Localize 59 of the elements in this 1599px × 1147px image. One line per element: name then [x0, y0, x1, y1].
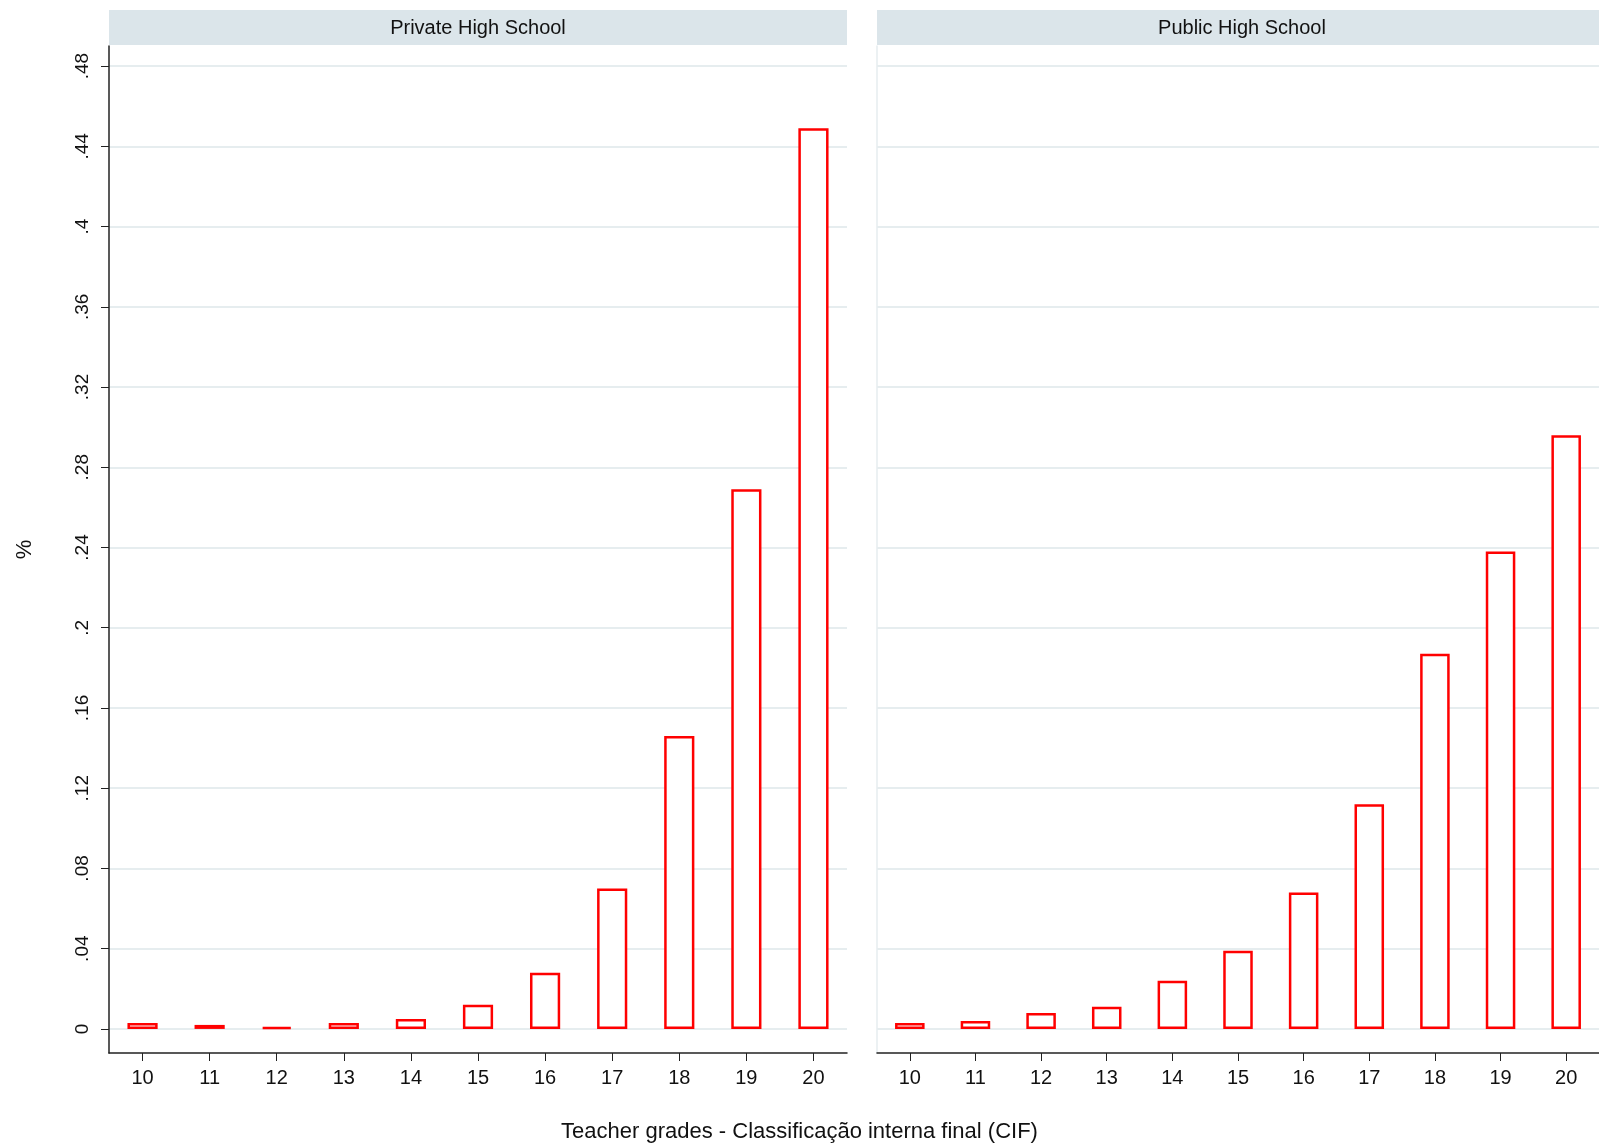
x-tick-label: 10: [898, 1066, 921, 1088]
x-tick-label: 18: [668, 1066, 691, 1088]
bar: [1091, 1006, 1122, 1029]
bar: [127, 1022, 158, 1029]
x-tick-label: 15: [466, 1066, 490, 1088]
x-tick-label: 14: [399, 1066, 423, 1088]
bar: [1288, 892, 1319, 1029]
x-tick-label: 10: [131, 1066, 154, 1088]
y-tick-label: .08: [71, 855, 92, 882]
x-tick-label: 19: [735, 1066, 758, 1088]
y-tick-label: .28: [71, 454, 92, 481]
bar: [1157, 980, 1188, 1029]
bar: [798, 128, 829, 1029]
bar: [1551, 435, 1581, 1029]
x-tick-label: 13: [1095, 1066, 1118, 1088]
bar: [1026, 1012, 1056, 1029]
y-tick-label: .32: [71, 373, 92, 401]
y-tick-label: .2: [71, 619, 92, 636]
x-tick-label: 19: [1489, 1066, 1512, 1088]
bar: [395, 1018, 426, 1029]
x-tick-label: 18: [1423, 1066, 1447, 1088]
bar: [328, 1022, 359, 1029]
x-axis-title: Teacher grades - Classificação interna final (CIF): [560, 1118, 1039, 1144]
y-tick-label: .16: [71, 694, 92, 722]
x-tick-label: 20: [802, 1066, 825, 1088]
x-tick-label: 11: [199, 1066, 221, 1088]
y-axis-title: %: [10, 539, 36, 560]
x-tick-label: 20: [1555, 1066, 1578, 1088]
y-tick-label: .44: [71, 132, 92, 160]
x-tick-label: 16: [1292, 1066, 1315, 1088]
x-tick-label: 17: [601, 1066, 624, 1088]
bar: [1223, 950, 1253, 1029]
x-tick-label: 16: [533, 1066, 557, 1088]
y-tick-label: .4: [71, 218, 92, 235]
y-tick-label: .36: [71, 293, 92, 320]
y-tick-label: .04: [71, 935, 92, 962]
x-tick-label: 12: [265, 1066, 288, 1088]
bar: [597, 888, 628, 1029]
bar: [1485, 551, 1516, 1029]
x-tick-label: 15: [1226, 1066, 1250, 1088]
bar: [731, 489, 762, 1029]
bar: [664, 736, 695, 1029]
bar: [530, 972, 561, 1029]
x-tick-label: 12: [1029, 1066, 1053, 1088]
chart-title: Public High School: [877, 10, 1599, 45]
y-tick-label: .24: [71, 533, 92, 561]
y-tick-label: 0: [71, 1023, 92, 1035]
bar: [1354, 804, 1385, 1029]
x-tick-label: 11: [965, 1066, 986, 1088]
x-tick-label: 14: [1161, 1066, 1184, 1088]
bar: [462, 1004, 494, 1029]
chart-title: Private High School: [109, 10, 847, 45]
bar: [1420, 653, 1450, 1029]
y-tick-label: .48: [71, 52, 92, 80]
x-tick-label: 13: [332, 1066, 355, 1088]
bar: [895, 1022, 925, 1029]
y-tick-label: .12: [71, 775, 92, 802]
bar: [960, 1020, 991, 1029]
x-tick-label: 17: [1358, 1066, 1381, 1088]
